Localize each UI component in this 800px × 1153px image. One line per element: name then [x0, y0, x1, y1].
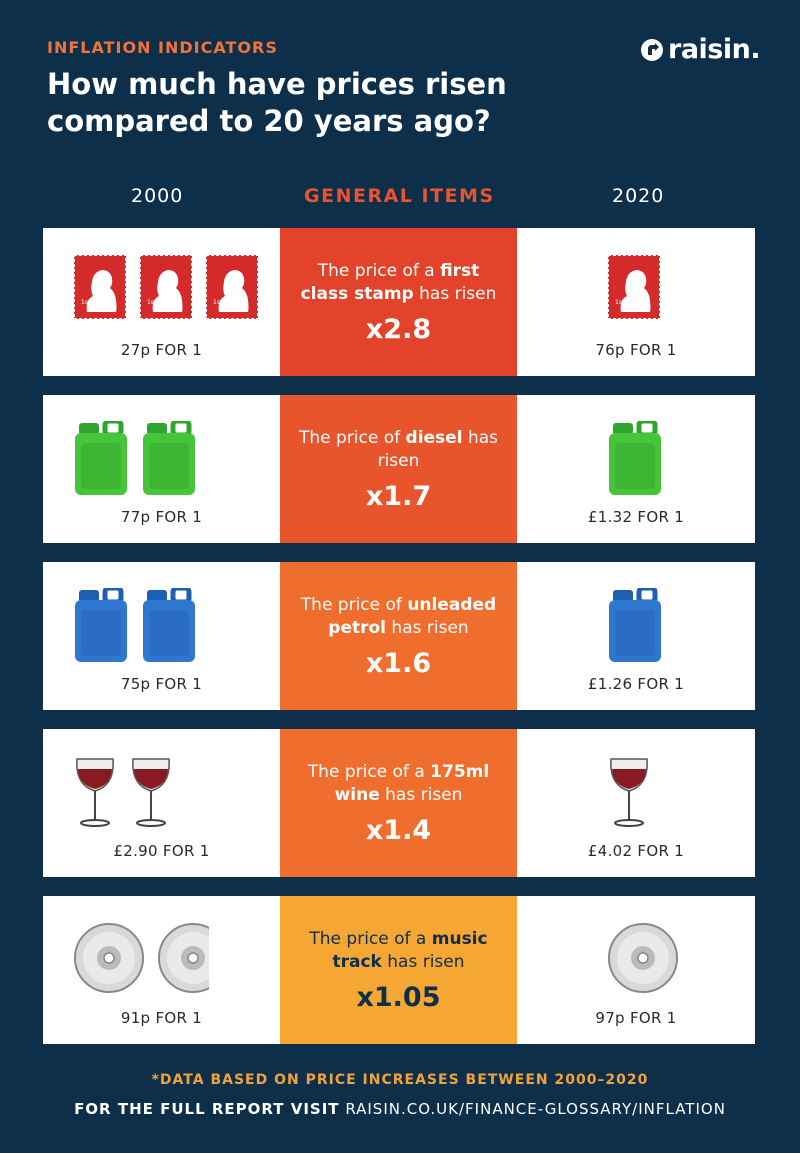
sentence-pre: The price of	[299, 427, 406, 448]
icons-2020	[607, 755, 651, 829]
icons-2020	[607, 922, 679, 996]
icons-2000: 1st 1st 1st	[73, 254, 289, 328]
increase-sentence: The price of a 175ml wine has risen	[280, 761, 517, 807]
page-title: How much have prices risen compared to 2…	[47, 67, 507, 138]
raisin-logo-icon	[641, 38, 663, 61]
kicker-label: INFLATION INDICATORS	[47, 38, 278, 57]
svg-text:1st: 1st	[213, 299, 223, 306]
multiplier: x1.6	[365, 647, 432, 679]
sentence-pre: The price of a	[309, 928, 432, 949]
item-name: first class stamp	[300, 260, 480, 304]
price-2020-cell: 1st 76p FOR 1	[517, 228, 755, 376]
price-2020-cell: £1.26 FOR 1	[517, 562, 755, 710]
increase-cell: The price of unleaded petrol has risen x…	[280, 562, 517, 710]
sentence-post: has risen	[377, 427, 498, 471]
comparison-rows: 1st 1st 1st 27p FOR 1 The price of a fir…	[43, 228, 755, 1063]
green-jerrycan-icon	[607, 421, 663, 495]
item-name: music track	[332, 928, 488, 972]
price-2000-cell: £2.90 FOR 1	[43, 729, 280, 877]
svg-text:1st: 1st	[81, 299, 91, 306]
price-2020: 76p FOR 1	[595, 341, 677, 359]
price-2020: £1.32 FOR 1	[587, 508, 685, 526]
price-2000: 91p FOR 1	[120, 1009, 203, 1027]
icons-2000	[73, 588, 218, 662]
increase-cell: The price of a first class stamp has ris…	[280, 228, 517, 376]
increase-sentence: The price of diesel has risen	[280, 427, 517, 473]
wine-glass-icon	[129, 755, 173, 829]
sentence-post: has risen	[379, 784, 463, 805]
multiplier: x1.05	[356, 981, 441, 1013]
report-url[interactable]: RAISIN.CO.UK/FINANCE-GLOSSARY/INFLATION	[345, 1100, 726, 1118]
sentence-pre: The price of a	[317, 260, 441, 281]
increase-cell: The price of a 175ml wine has risen x1.4	[280, 729, 517, 877]
sentence-post: has risen	[413, 283, 497, 304]
compact-disc-icon	[73, 922, 145, 996]
price-2020-cell: £4.02 FOR 1	[517, 729, 755, 877]
wine-glass-icon	[73, 755, 117, 829]
comparison-row: 77p FOR 1 The price of diesel has risen …	[43, 395, 755, 543]
sentence-pre: The price of a	[307, 761, 431, 782]
increase-cell: The price of a music track has risen x1.…	[280, 896, 517, 1044]
blue-jerrycan-icon	[73, 588, 129, 662]
sentence-pre: The price of	[300, 594, 408, 615]
increase-sentence: The price of unleaded petrol has risen	[280, 594, 517, 640]
price-2000: 77p FOR 1	[120, 508, 203, 526]
multiplier: x1.7	[365, 480, 432, 512]
wine-glass-icon	[607, 755, 651, 829]
sentence-post: has risen	[386, 617, 469, 638]
price-2000-cell: 77p FOR 1	[43, 395, 280, 543]
comparison-row: £2.90 FOR 1 The price of a 175ml wine ha…	[43, 729, 755, 877]
icons-2020: 1st	[607, 254, 661, 328]
price-2000-cell: 1st 1st 1st 27p FOR 1	[43, 228, 280, 376]
column-header-2000: 2000	[131, 185, 184, 207]
increase-sentence: The price of a music track has risen	[280, 928, 517, 974]
item-name: unleaded petrol	[328, 594, 497, 638]
column-header-general-items: GENERAL ITEMS	[304, 185, 495, 207]
green-jerrycan-icon	[73, 421, 129, 495]
comparison-row: 1st 1st 1st 27p FOR 1 The price of a fir…	[43, 228, 755, 376]
item-name: diesel	[405, 427, 463, 448]
green-jerrycan-icon	[141, 421, 197, 495]
price-2020-cell: 97p FOR 1	[517, 896, 755, 1044]
icons-2020	[607, 588, 663, 662]
icons-2000	[73, 922, 209, 996]
footnote: *DATA BASED ON PRICE INCREASES BETWEEN 2…	[151, 1072, 649, 1088]
svg-text:1st: 1st	[615, 299, 625, 306]
icons-2000	[73, 755, 201, 829]
comparison-row: 75p FOR 1 The price of unleaded petrol h…	[43, 562, 755, 710]
increase-sentence: The price of a first class stamp has ris…	[280, 260, 517, 306]
raisin-logo-text: raisin.	[668, 34, 761, 65]
column-header-2020: 2020	[612, 185, 665, 207]
price-2020: £4.02 FOR 1	[587, 842, 685, 860]
comparison-row: 91p FOR 1 The price of a music track has…	[43, 896, 755, 1044]
blue-jerrycan-icon	[607, 588, 663, 662]
blue-jerrycan-icon	[141, 588, 197, 662]
price-2000-cell: 75p FOR 1	[43, 562, 280, 710]
postage-stamp-icon: 1st	[73, 254, 127, 328]
postage-stamp-icon: 1st	[607, 254, 661, 328]
price-2000: 27p FOR 1	[120, 341, 203, 359]
sentence-post: has risen	[381, 951, 465, 972]
price-2000: £2.90 FOR 1	[113, 842, 210, 860]
price-2020: £1.26 FOR 1	[587, 675, 685, 693]
icons-2020	[607, 421, 663, 495]
price-2000-cell: 91p FOR 1	[43, 896, 280, 1044]
postage-stamp-icon: 1st	[205, 254, 259, 328]
multiplier: x1.4	[365, 814, 432, 846]
postage-stamp-icon: 1st	[139, 254, 193, 328]
report-link-line: FOR THE FULL REPORT VISIT RAISIN.CO.UK/F…	[0, 1100, 800, 1118]
compact-disc-icon	[607, 922, 679, 996]
raisin-logo: raisin.	[640, 34, 761, 65]
item-name: 175ml wine	[334, 761, 490, 805]
svg-text:1st: 1st	[147, 299, 157, 306]
report-lead: FOR THE FULL REPORT VISIT	[74, 1100, 340, 1118]
icons-2000	[73, 421, 223, 495]
compact-disc-icon	[157, 922, 209, 996]
increase-cell: The price of diesel has risen x1.7	[280, 395, 517, 543]
multiplier: x2.8	[365, 313, 432, 345]
price-2020: 97p FOR 1	[595, 1009, 677, 1027]
price-2020-cell: £1.32 FOR 1	[517, 395, 755, 543]
price-2000: 75p FOR 1	[120, 675, 203, 693]
